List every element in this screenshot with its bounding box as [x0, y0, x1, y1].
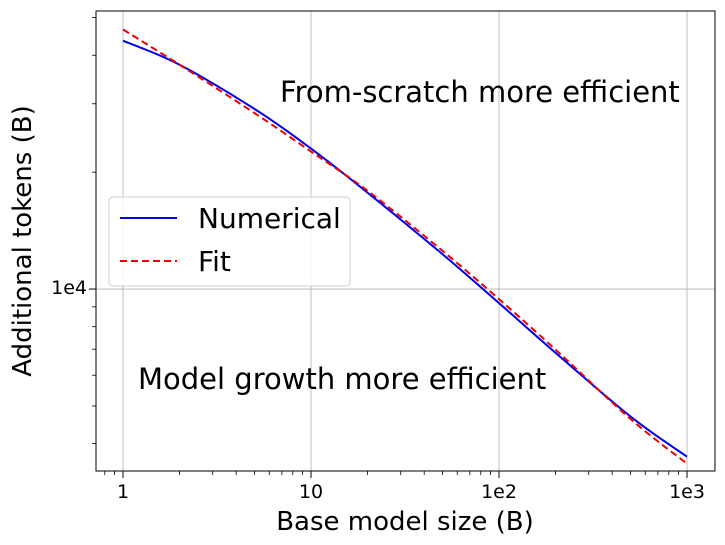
series-layer — [122, 28, 688, 465]
x-tick-label: 1e3 — [669, 481, 705, 503]
y-tick-label: 1e4 — [51, 277, 87, 299]
legend: Numerical Fit — [108, 196, 351, 287]
x-axis-label: Base model size (B) — [276, 507, 534, 537]
series-line-numerical — [122, 39, 688, 458]
legend-label-fit: Fit — [198, 245, 231, 278]
y-axis-label: Additional tokens (B) — [8, 105, 38, 376]
x-tick-label: 10 — [299, 481, 323, 503]
plot-frame — [95, 10, 716, 472]
legend-label-numerical: Numerical — [198, 202, 341, 235]
legend-box — [108, 196, 351, 287]
annotation-from-scratch: From-scratch more efficient — [280, 75, 680, 109]
minor-ticks — [92, 17, 679, 475]
series-line-fit — [122, 28, 688, 465]
x-tick-label: 1e2 — [481, 481, 517, 503]
x-tick-label: 1 — [117, 481, 129, 503]
annotation-model-growth: Model growth more efficient — [138, 362, 546, 396]
major-ticks — [89, 288, 688, 478]
